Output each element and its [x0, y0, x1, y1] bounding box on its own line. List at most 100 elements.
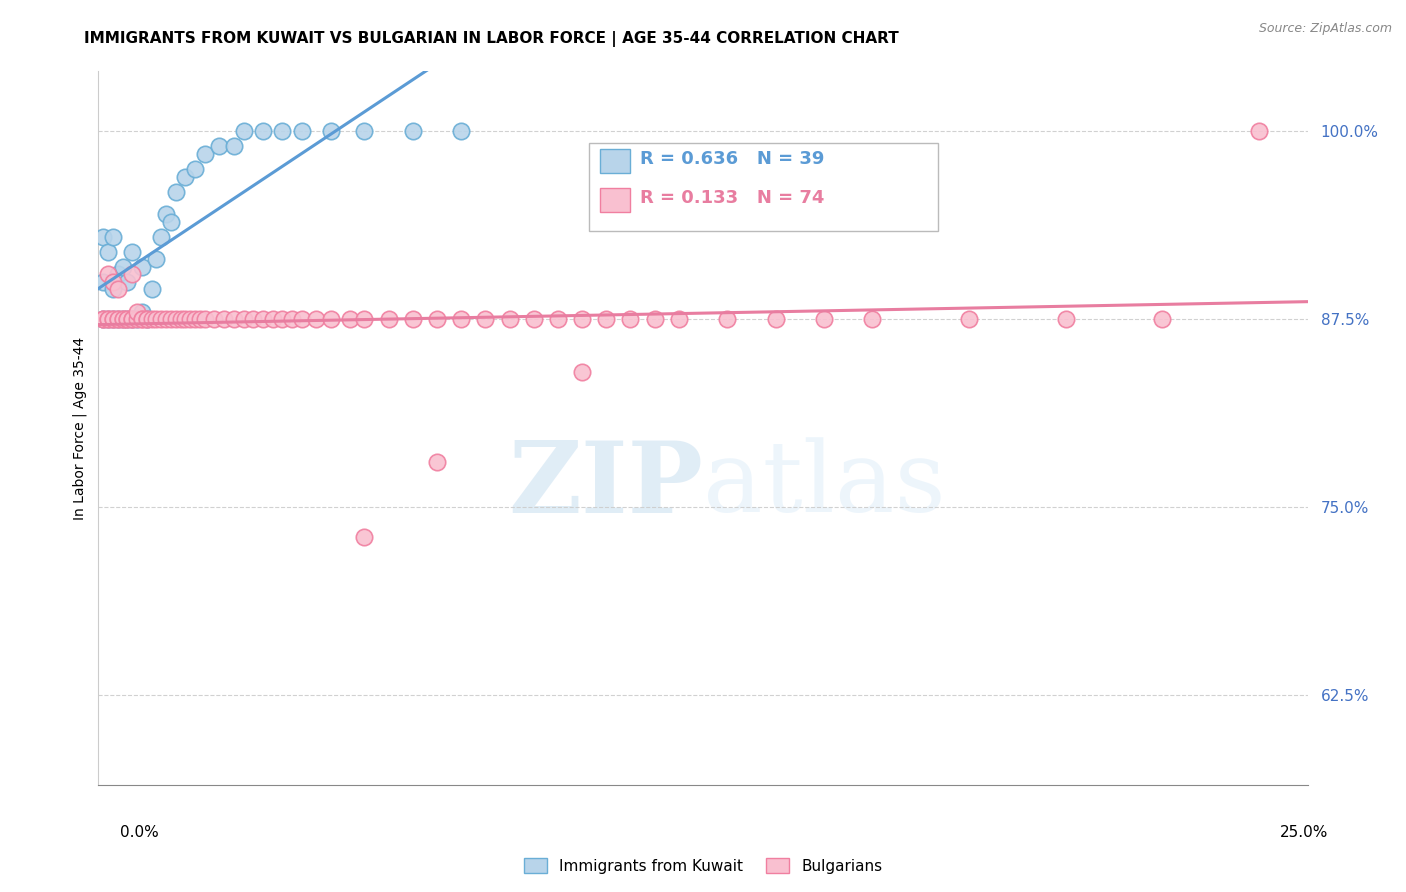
Point: [111, 312, 134, 326]
Point: [91, 229, 114, 244]
Point: [111, 260, 134, 274]
Point: [290, 312, 312, 326]
Point: [402, 124, 425, 138]
Point: [111, 312, 134, 326]
Point: [107, 312, 129, 326]
Point: [101, 229, 124, 244]
Point: [121, 312, 143, 326]
Point: [765, 312, 787, 326]
Point: [1054, 312, 1077, 326]
Point: [174, 169, 197, 184]
Point: [571, 312, 593, 326]
Point: [188, 312, 211, 326]
Point: [121, 312, 143, 326]
Text: 25.0%: 25.0%: [1281, 825, 1329, 840]
Point: [262, 312, 284, 326]
Point: [668, 312, 690, 326]
Point: [1152, 312, 1174, 326]
Point: [242, 312, 264, 326]
Y-axis label: In Labor Force | Age 35-44: In Labor Force | Age 35-44: [73, 336, 87, 520]
Point: [179, 312, 201, 326]
Point: [101, 282, 124, 296]
Point: [402, 312, 425, 326]
Text: ZIP: ZIP: [508, 437, 703, 533]
Text: 0.0%: 0.0%: [120, 825, 159, 840]
Point: [339, 312, 361, 326]
Point: [97, 312, 120, 326]
Point: [252, 124, 274, 138]
Point: [135, 312, 157, 326]
Point: [131, 312, 153, 326]
Point: [252, 312, 274, 326]
Point: [1249, 124, 1271, 138]
Point: [97, 312, 120, 326]
Point: [426, 312, 449, 326]
Point: [117, 275, 139, 289]
Point: [145, 312, 167, 326]
Point: [184, 161, 207, 176]
Point: [957, 312, 980, 326]
Point: [595, 312, 617, 326]
Text: R = 0.636   N = 39: R = 0.636 N = 39: [640, 150, 824, 168]
Point: [91, 275, 114, 289]
Point: [101, 312, 124, 326]
Point: [450, 312, 472, 326]
Point: [860, 312, 883, 326]
Point: [155, 207, 177, 221]
Point: [145, 252, 167, 267]
Point: [101, 312, 124, 326]
Point: [155, 312, 177, 326]
Text: atlas: atlas: [703, 437, 946, 533]
Point: [271, 312, 294, 326]
Point: [426, 455, 449, 469]
Point: [121, 267, 143, 281]
Point: [107, 312, 129, 326]
Bar: [600, 187, 630, 212]
Point: [194, 312, 217, 326]
Point: [165, 185, 187, 199]
Point: [474, 312, 496, 326]
Point: [271, 124, 294, 138]
Point: [107, 312, 129, 326]
Point: [174, 312, 197, 326]
Bar: [600, 149, 630, 173]
Point: [644, 312, 666, 326]
Point: [131, 260, 153, 274]
Point: [165, 312, 187, 326]
Point: [232, 312, 254, 326]
Legend: Immigrants from Kuwait, Bulgarians: Immigrants from Kuwait, Bulgarians: [517, 852, 889, 880]
Point: [127, 312, 149, 326]
Point: [107, 282, 129, 296]
Point: [141, 282, 163, 296]
Point: [97, 267, 120, 281]
Point: [117, 312, 139, 326]
Point: [450, 124, 472, 138]
Point: [121, 312, 143, 326]
Point: [184, 312, 207, 326]
Point: [212, 312, 235, 326]
Point: [111, 312, 134, 326]
Point: [160, 214, 183, 228]
Point: [571, 365, 593, 379]
Point: [135, 312, 157, 326]
Point: [305, 312, 328, 326]
Point: [127, 312, 149, 326]
Point: [135, 312, 157, 326]
Point: [91, 312, 114, 326]
Point: [160, 312, 183, 326]
Point: [121, 244, 143, 259]
Point: [208, 139, 231, 153]
Point: [353, 124, 375, 138]
Point: [232, 124, 254, 138]
Point: [498, 312, 520, 326]
Text: Source: ZipAtlas.com: Source: ZipAtlas.com: [1258, 22, 1392, 36]
Point: [319, 124, 342, 138]
Point: [150, 312, 173, 326]
Point: [619, 312, 641, 326]
Point: [169, 312, 191, 326]
Text: R = 0.133   N = 74: R = 0.133 N = 74: [640, 189, 824, 207]
Point: [353, 530, 375, 544]
Point: [107, 267, 129, 281]
Point: [101, 275, 124, 289]
Point: [117, 312, 139, 326]
